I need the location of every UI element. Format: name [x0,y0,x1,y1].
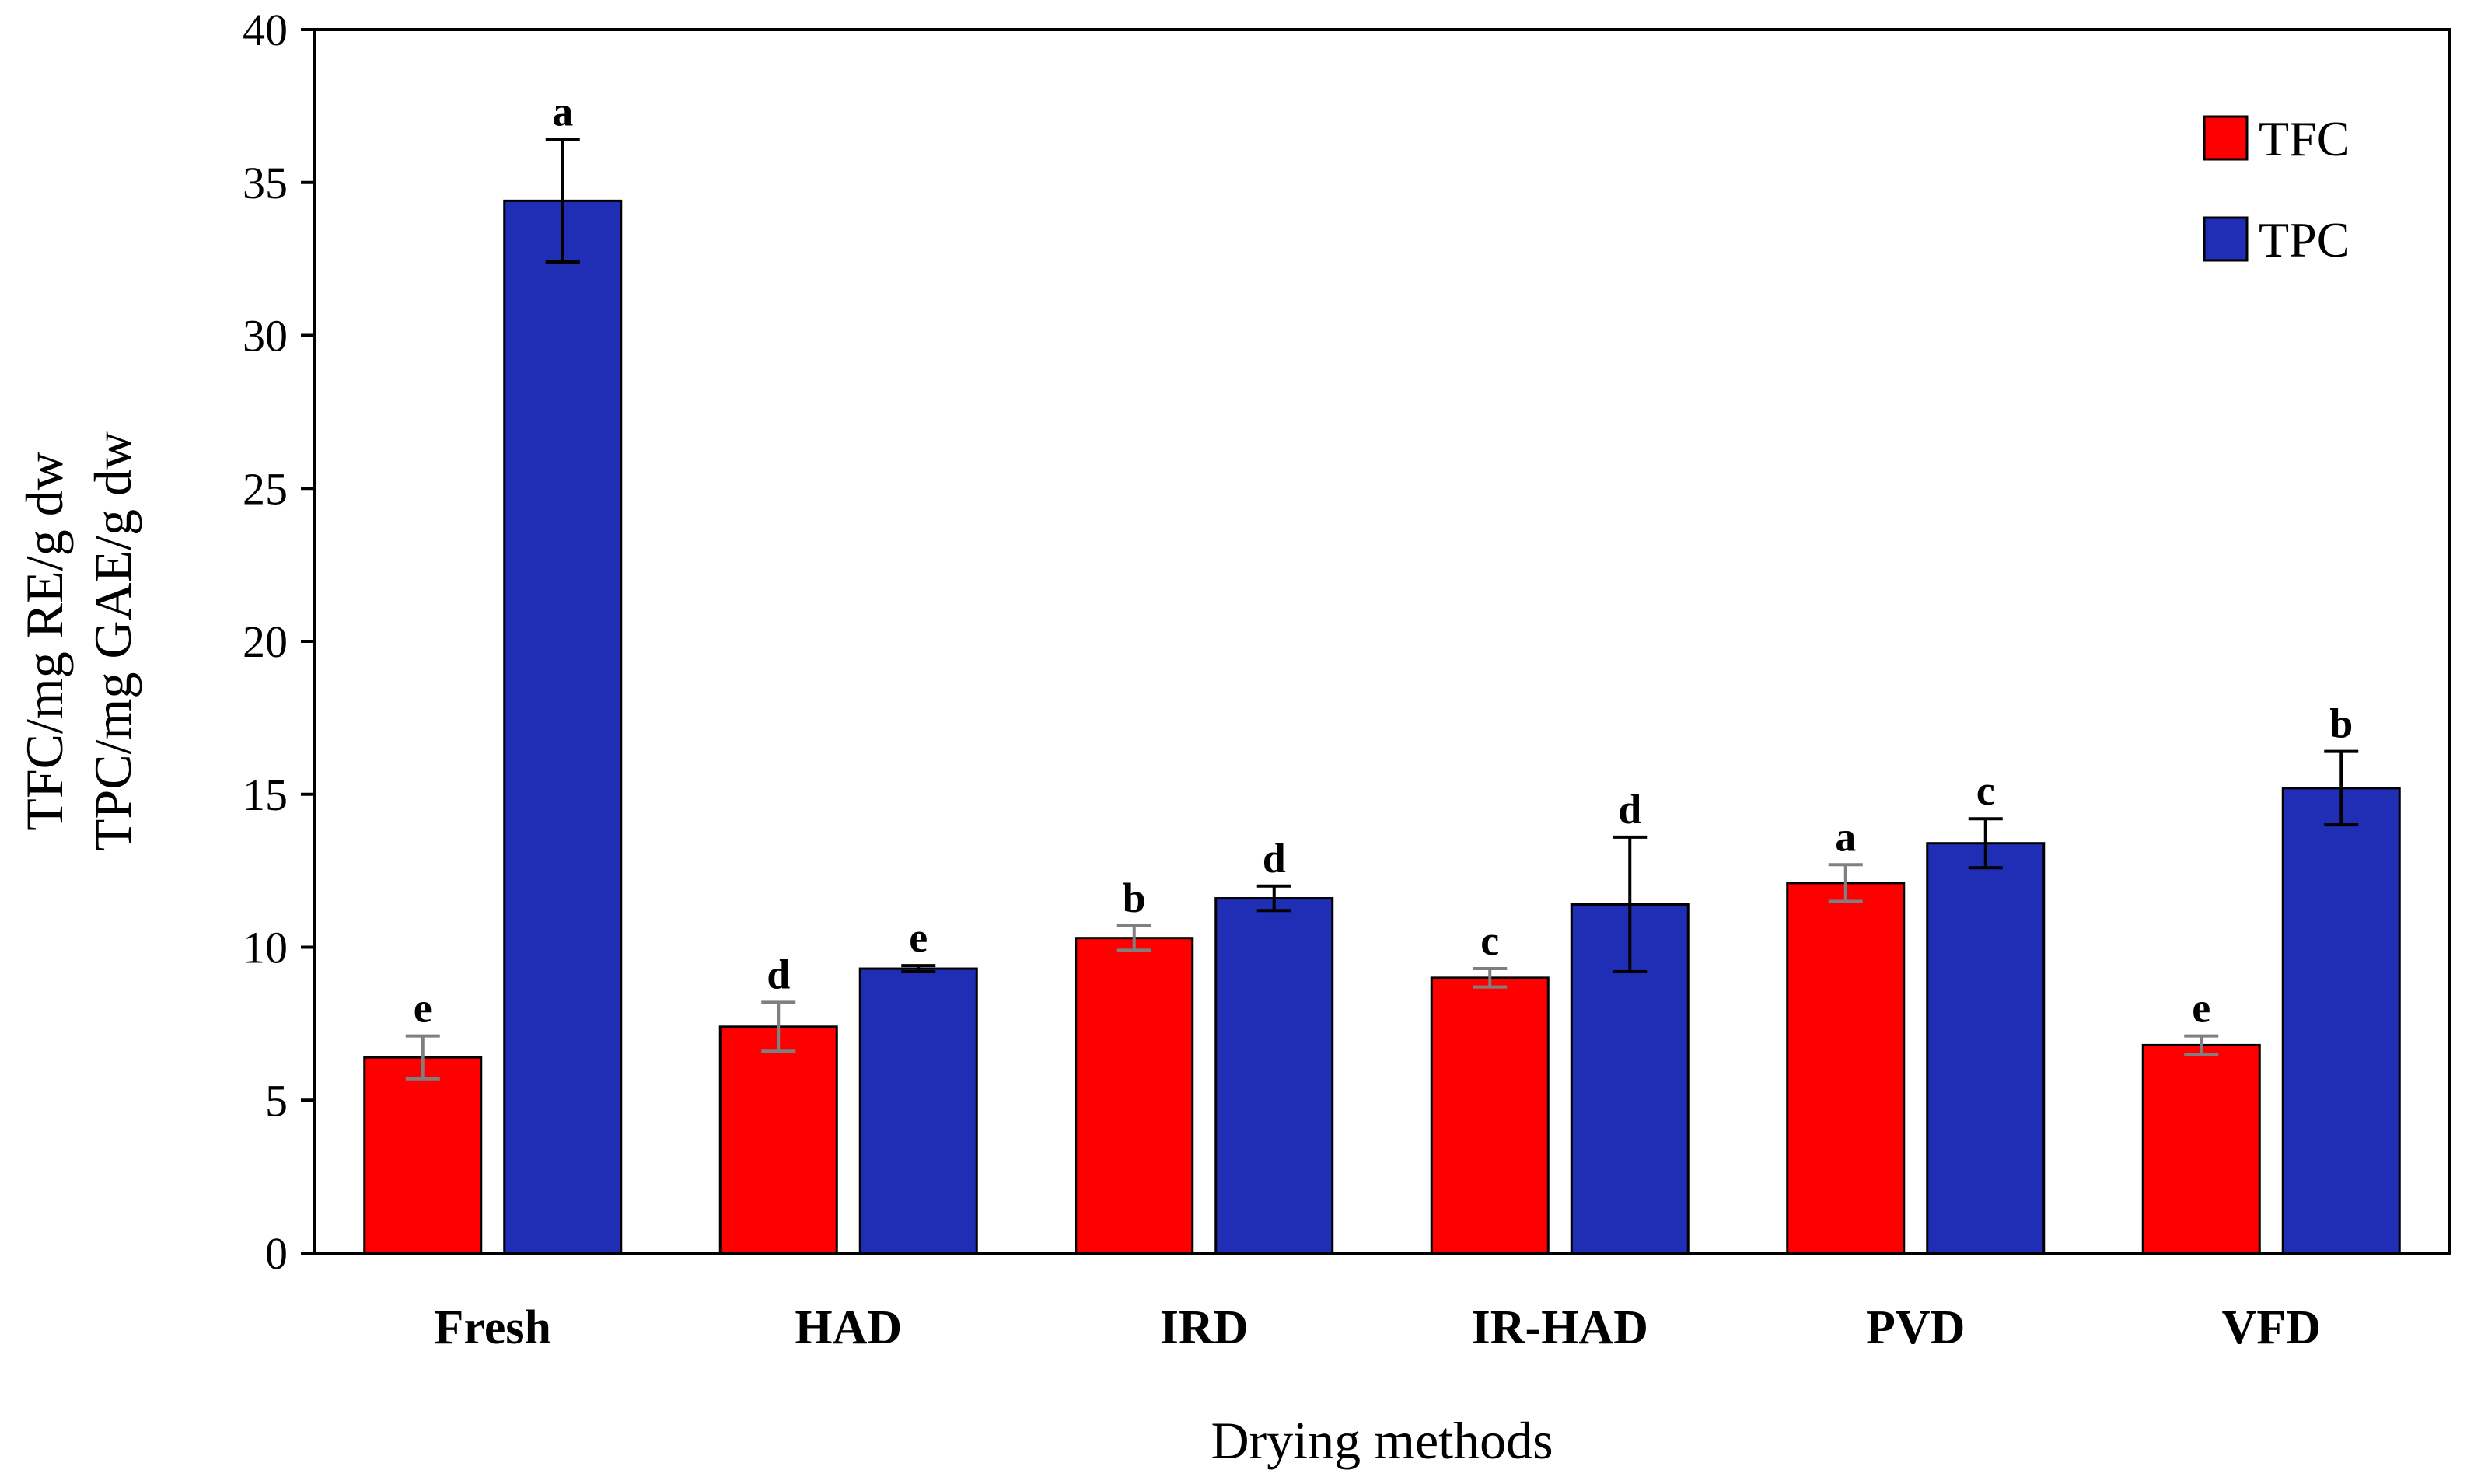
legend-swatch-tpc [2203,216,2249,262]
x-tick-label: Fresh [435,1301,551,1354]
significance-letter: d [767,951,790,997]
x-tick-label: IR-HAD [1472,1301,1648,1354]
bar-tfc-vfd [2141,1043,2261,1255]
y-tick-label: 40 [243,5,288,55]
significance-letter: e [909,914,928,961]
bar-tpc-fresh [503,199,623,1255]
significance-letter: b [1123,875,1146,921]
y-axis-ticks: 0 5 10 15 20 25 30 35 40 [243,5,315,1279]
y-tick-label: 0 [265,1228,288,1279]
bar-tpc-had [858,967,978,1255]
legend: TFC TPC [2203,111,2350,267]
bar-tfc-had [718,1025,838,1255]
y-tick-label: 25 [243,463,288,514]
bar-tfc-fresh [363,1056,483,1255]
legend-label-tfc: TFC [2259,111,2350,166]
x-tick-label: VFD [2222,1301,2321,1354]
y-tick-label: 20 [243,616,288,667]
significance-letter: e [2192,985,2210,1032]
significance-letter: c [1480,917,1499,964]
significance-letter: d [1618,786,1641,833]
significance-letter: d [1263,835,1286,882]
significance-letter: a [552,89,573,135]
legend-swatch-tfc [2203,115,2249,161]
bar-tfc-ird [1075,937,1194,1255]
bar-tfc-ir-had [1430,976,1550,1255]
plot-frame [313,28,2451,1255]
x-axis-title: Drying methods [1211,1411,1553,1470]
x-tick-label: IRD [1160,1301,1249,1354]
y-tick-label: 10 [243,923,288,973]
y-axis-title: TFC/mg RE/g dw TPC/mg GAE/g dw [15,431,142,851]
y-tick-label: 35 [243,158,288,208]
x-axis-categories: Fresh HAD IRD IR-HAD PVD VFD [435,1301,2321,1354]
y-axis-title-line-2: TPC/mg GAE/g dw [83,431,142,851]
bar-tfc-pvd [1786,882,1906,1255]
significance-letter: b [2329,700,2353,747]
x-tick-label: PVD [1866,1301,1965,1354]
significance-letter: c [1976,767,1995,814]
x-tick-label: HAD [795,1301,902,1354]
legend-label-tpc: TPC [2259,212,2350,267]
y-tick-label: 30 [243,311,288,361]
significance-letters: e a d e b d c d a c e b [414,89,2353,1032]
bar-tpc-pvd [1926,842,2046,1255]
y-axis-title-line-1: TFC/mg RE/g dw [15,452,74,830]
bar-tpc-ird [1214,897,1334,1255]
bars [363,199,2401,1255]
significance-letter: a [1835,813,1856,860]
bar-tpc-vfd [2281,787,2401,1255]
significance-letter: e [414,985,432,1032]
y-tick-label: 5 [265,1075,288,1126]
error-bars [405,138,2359,1081]
y-tick-label: 15 [243,770,288,820]
